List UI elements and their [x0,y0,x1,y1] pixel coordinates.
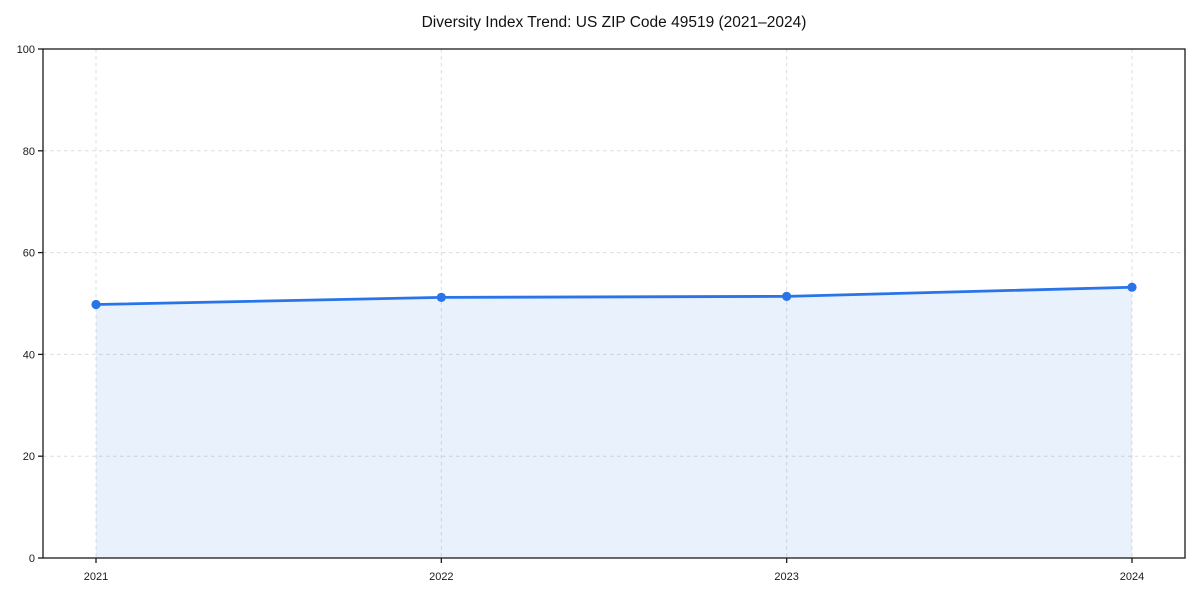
y-tick-label: 60 [23,248,35,260]
x-tick-label: 2021 [84,571,108,583]
trend-line-layer [94,285,1134,306]
chart-title: Diversity Index Trend: US ZIP Code 49519… [422,14,807,31]
axis-tick-labels: 0 20 40 60 80 100 2021 2022 2023 2024 [17,44,1145,583]
trend-line [94,285,1134,306]
axis-ticks [38,48,1133,563]
data-point-marker [436,292,446,302]
area-fill [96,287,1132,558]
x-tick-label: 2024 [1120,571,1144,583]
y-tick-label: 0 [29,553,35,565]
y-tick-label: 80 [23,146,35,158]
data-point-marker [1127,282,1137,292]
area-fill-layer [96,287,1132,558]
y-tick-label: 100 [17,44,35,56]
y-tick-label: 20 [23,451,35,463]
data-point-marker [91,299,101,310]
x-tick-label: 2022 [429,571,453,583]
gridlines [43,49,1185,558]
data-point-marker [782,291,792,301]
y-tick-label: 40 [23,349,35,361]
plot-frame [42,48,1186,559]
plot-border [42,48,1186,559]
x-tick-label: 2023 [774,571,798,583]
data-point-markers [91,282,1137,310]
